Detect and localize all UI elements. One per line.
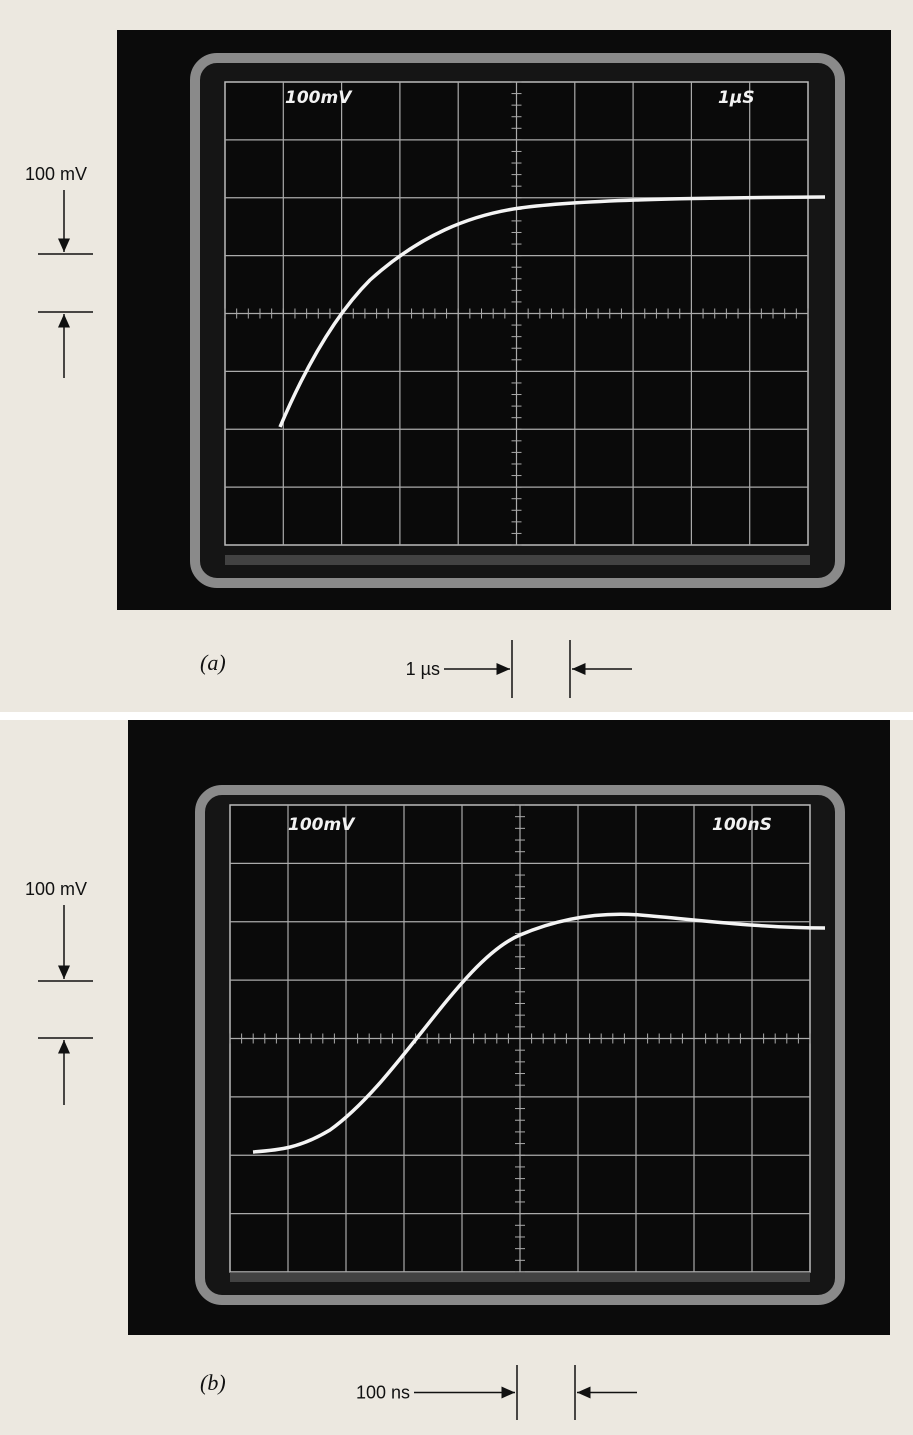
- horizontal-scale: 100 ns: [356, 1383, 410, 1403]
- caption: (b): [200, 1370, 226, 1395]
- separator: [0, 712, 913, 720]
- bezel-glow: [225, 555, 810, 565]
- caption: (a): [200, 650, 226, 675]
- screen-label: 100mV: [288, 815, 356, 835]
- bezel-glow: [230, 1272, 810, 1282]
- trace: [252, 912, 826, 1154]
- vertical-scale: 100 mV: [25, 164, 87, 184]
- screen-label: 100mV: [285, 88, 353, 108]
- screen-label: 100nS: [712, 815, 772, 835]
- vertical-scale: 100 mV: [25, 879, 87, 899]
- horizontal-scale: 1 µs: [406, 659, 440, 679]
- screen-label: 1µS: [718, 88, 755, 108]
- trace: [278, 195, 826, 428]
